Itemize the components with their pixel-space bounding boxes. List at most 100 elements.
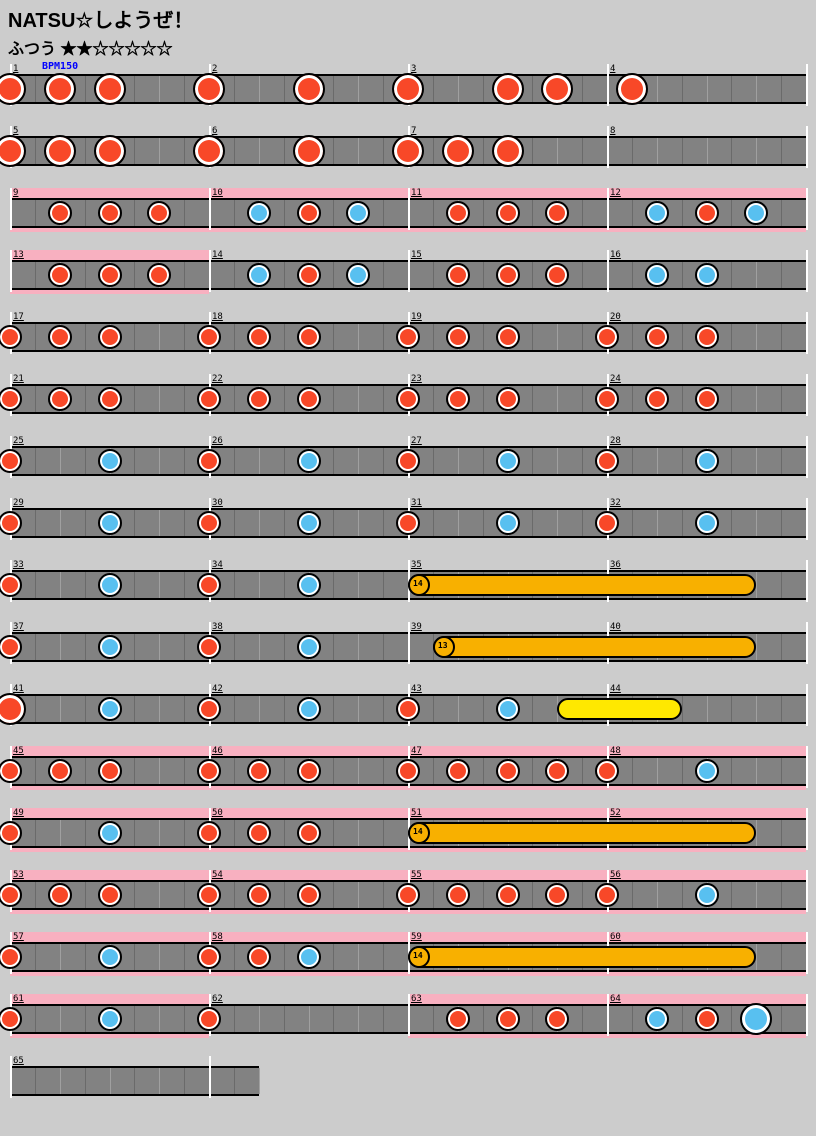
don-note: [446, 883, 470, 907]
ka-note: [346, 263, 370, 287]
don-note: [297, 883, 321, 907]
don-note: [98, 263, 122, 287]
track: 4950515214: [10, 818, 806, 848]
don-note: [496, 325, 520, 349]
don-note: [247, 883, 271, 907]
balloon-roll: [557, 698, 681, 720]
track: 65: [10, 1066, 259, 1096]
don-note: [44, 73, 76, 105]
don-note: [545, 759, 569, 783]
don-note: [695, 201, 719, 225]
ka-note: [98, 821, 122, 845]
roll-count: 14: [413, 827, 423, 836]
chart-row: 4950515214: [0, 818, 816, 848]
ka-note: [247, 201, 271, 225]
chart-row: 3334353614: [0, 570, 816, 600]
don-note: [0, 635, 22, 659]
don-note: [94, 73, 126, 105]
don-note: [94, 135, 126, 167]
bar-line: [806, 436, 808, 478]
bar-line: [806, 188, 808, 230]
bar-number: 29: [13, 498, 24, 508]
don-note: [396, 883, 420, 907]
don-note: [197, 573, 221, 597]
don-note: [197, 325, 221, 349]
ka-note: [695, 511, 719, 535]
track: 21222324: [10, 384, 806, 414]
bar-line: [806, 312, 808, 354]
bar-number: 41: [13, 684, 24, 694]
bar-line: [408, 250, 410, 292]
bar-line: [408, 994, 410, 1036]
ka-note: [496, 511, 520, 535]
bar-number: 34: [212, 560, 223, 570]
don-note: [695, 325, 719, 349]
ka-note: [740, 1003, 772, 1035]
chart-rows: 1234567891011121314151617181920212223242…: [0, 74, 816, 1136]
bar-line: [806, 250, 808, 292]
don-note: [496, 883, 520, 907]
chart-row: 29303132: [0, 508, 816, 538]
don-note: [0, 511, 22, 535]
bar-number: 39: [411, 622, 422, 632]
don-note: [545, 263, 569, 287]
bar-number: 11: [411, 188, 422, 198]
ka-note: [645, 1007, 669, 1031]
bar-number: 25: [13, 436, 24, 446]
don-note: [297, 325, 321, 349]
chart-row: 3738394013: [0, 632, 816, 662]
bar-line: [607, 64, 609, 106]
don-note: [446, 1007, 470, 1031]
ka-note: [645, 263, 669, 287]
bar-number: 65: [13, 1056, 24, 1066]
don-note: [0, 449, 22, 473]
chart-row: 1234: [0, 74, 816, 104]
chart-row: 5758596014: [0, 942, 816, 972]
bar-number: 10: [212, 188, 223, 198]
don-note: [197, 449, 221, 473]
bar-number: 17: [13, 312, 24, 322]
bar-number: 48: [610, 746, 621, 756]
don-note: [193, 73, 225, 105]
track: 5758596014: [10, 942, 806, 972]
bar-number: 60: [610, 932, 621, 942]
don-note: [48, 883, 72, 907]
song-title: NATSU☆しようぜ！: [8, 4, 808, 33]
bar-line: [806, 498, 808, 540]
ka-note: [98, 573, 122, 597]
ka-note: [346, 201, 370, 225]
don-note: [595, 449, 619, 473]
don-note: [0, 945, 22, 969]
don-note: [293, 73, 325, 105]
track: 45464748: [10, 756, 806, 786]
don-note: [0, 883, 22, 907]
roll-head-icon: 14: [408, 574, 430, 596]
don-note: [396, 759, 420, 783]
bar-number: 56: [610, 870, 621, 880]
ka-note: [496, 697, 520, 721]
don-note: [595, 387, 619, 411]
don-note: [446, 263, 470, 287]
don-note: [545, 201, 569, 225]
ka-note: [744, 201, 768, 225]
bar-number: 55: [411, 870, 422, 880]
ka-note: [695, 759, 719, 783]
chart-row: 41424344: [0, 694, 816, 724]
don-note: [595, 759, 619, 783]
don-note: [193, 135, 225, 167]
bar-line: [806, 560, 808, 602]
bar-number: 54: [212, 870, 223, 880]
don-note: [446, 759, 470, 783]
don-note: [48, 201, 72, 225]
don-note: [595, 511, 619, 535]
ka-note: [247, 263, 271, 287]
ka-note: [98, 697, 122, 721]
bar-number: 30: [212, 498, 223, 508]
ka-note: [645, 201, 669, 225]
bar-number: 12: [610, 188, 621, 198]
don-note: [247, 387, 271, 411]
don-note: [197, 821, 221, 845]
don-note: [147, 201, 171, 225]
bar-line: [806, 994, 808, 1036]
don-note: [0, 325, 22, 349]
